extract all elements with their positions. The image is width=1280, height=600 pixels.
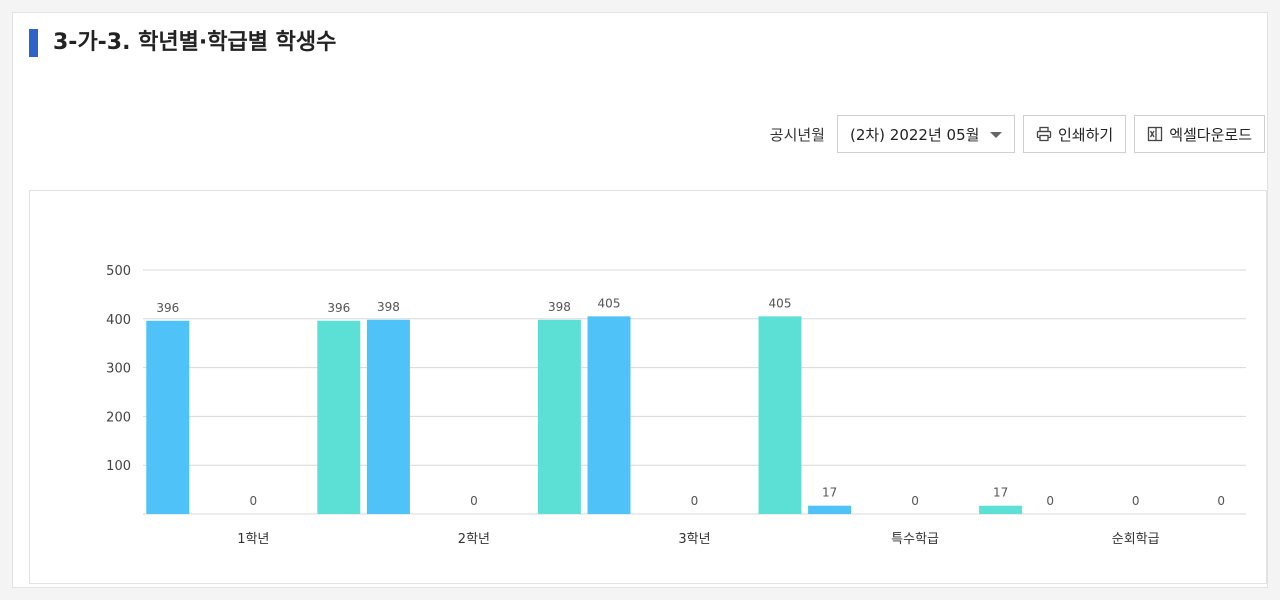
print-button[interactable]: 인쇄하기 [1022, 115, 1127, 153]
bar [758, 316, 802, 514]
period-select[interactable]: (2차) 2022년 05월 [836, 115, 1015, 153]
data-label: 396 [156, 301, 179, 315]
x-tick-label: 1학년 [237, 532, 269, 547]
data-label: 0 [911, 494, 919, 508]
data-label: 0 [1217, 494, 1225, 508]
bar [537, 319, 581, 514]
bar-chart: 100 200 300 400 500 396 0 396 1학년 398 0 398 2학년 405 0 4… [106, 264, 1246, 547]
bar [366, 319, 410, 514]
x-tick-label: 3학년 [678, 532, 710, 547]
data-label: 398 [548, 300, 571, 314]
bar [979, 505, 1023, 514]
x-tick-label: 특수학급 [891, 532, 939, 547]
bar [317, 320, 361, 514]
y-tick-label: 300 [106, 362, 131, 377]
data-label: 17 [993, 486, 1008, 500]
data-label: 0 [470, 494, 478, 508]
data-label: 0 [1132, 494, 1140, 508]
period-select-value: (2차) 2022년 05월 [849, 125, 980, 144]
printer-icon [1036, 126, 1052, 142]
chart-panel: 3-가-3. 학년별·학급별 학생수 공시년월 (2차) 2022년 05월 인… [12, 12, 1268, 588]
chart-area: 100 200 300 400 500 396 0 396 1학년 398 0 398 2학년 405 0 4… [29, 190, 1267, 584]
x-tick-label: 2학년 [458, 532, 490, 547]
print-button-label: 인쇄하기 [1057, 125, 1114, 144]
excel-button-label: 엑셀다운로드 [1169, 125, 1252, 144]
data-label: 405 [769, 296, 792, 310]
data-label: 398 [377, 300, 400, 314]
bar [808, 505, 852, 514]
x-tick-label: 순회학급 [1112, 532, 1160, 547]
title-accent-bar [29, 29, 38, 57]
bar [587, 316, 631, 514]
caret-down-icon [989, 132, 1002, 138]
data-label: 17 [822, 486, 837, 500]
page-title: 3-가-3. 학년별·학급별 학생수 [53, 30, 337, 55]
y-tick-label: 400 [106, 313, 131, 328]
excel-download-button[interactable]: 엑셀다운로드 [1134, 115, 1265, 153]
data-label: 396 [327, 301, 350, 315]
y-tick-label: 500 [106, 264, 131, 279]
data-label: 0 [691, 494, 699, 508]
data-label: 0 [249, 494, 257, 508]
bar [146, 320, 190, 514]
data-label: 0 [1046, 494, 1054, 508]
period-label: 공시년월 [769, 125, 825, 144]
y-tick-label: 200 [106, 410, 131, 425]
y-tick-label: 100 [106, 459, 131, 474]
data-label: 405 [598, 296, 621, 310]
toolbar: 공시년월 (2차) 2022년 05월 인쇄하기 엑셀다운로드 [770, 114, 1265, 154]
excel-icon [1148, 126, 1163, 142]
